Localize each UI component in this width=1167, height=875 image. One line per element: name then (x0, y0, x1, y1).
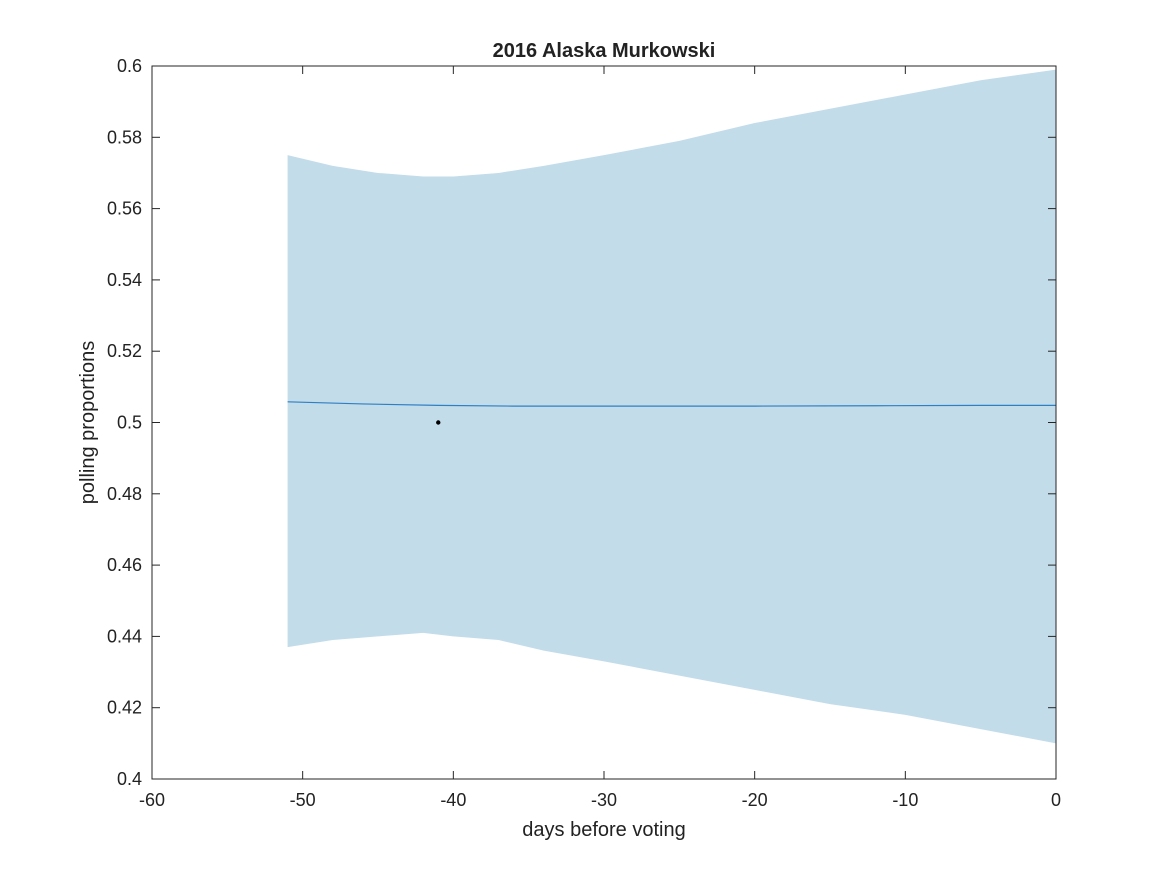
series-line-0 (287, 401, 1056, 407)
y-tick-label: 0.48 (107, 484, 142, 504)
x-tick-label: -40 (440, 790, 466, 810)
y-tick-label: 0.46 (107, 555, 142, 575)
y-tick-label: 0.6 (117, 56, 142, 76)
y-tick-label: 0.5 (117, 413, 142, 433)
y-axis-ticks: 0.4 0.42 0.44 0.46 0.48 0.5 0.52 0.54 0.56 0.58 0.… (107, 56, 1056, 789)
y-tick-label: 0.52 (107, 341, 142, 361)
series-layer (287, 401, 1056, 407)
x-tick-label: -50 (290, 790, 316, 810)
x-tick-label: -20 (742, 790, 768, 810)
chart-title: 2016 Alaska Murkowski (493, 40, 716, 62)
data-point-0 (436, 420, 441, 425)
x-tick-label: 0 (1051, 790, 1061, 810)
y-tick-label: 0.56 (107, 199, 142, 219)
y-tick-label: 0.54 (107, 270, 142, 290)
x-axis-ticks: -60 -50 -40 -30 -20 -10 0 (139, 66, 1061, 810)
x-axis-label: days before voting (522, 819, 685, 841)
x-tick-label: -60 (139, 790, 165, 810)
x-tick-label: -30 (591, 790, 617, 810)
y-axis-label: polling proportions (77, 341, 99, 504)
y-tick-label: 0.58 (107, 127, 142, 147)
y-tick-label: 0.42 (107, 698, 142, 718)
y-tick-label: 0.44 (107, 626, 142, 646)
y-tick-label: 0.4 (117, 769, 142, 789)
points-layer (436, 420, 441, 425)
x-tick-label: -10 (892, 790, 918, 810)
